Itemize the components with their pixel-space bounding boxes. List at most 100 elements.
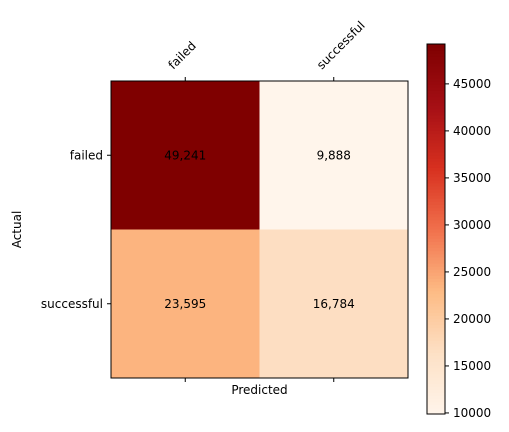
colorbar-gradient-segment — [427, 148, 445, 153]
colorbar-gradient-segment — [427, 336, 445, 341]
colorbar-gradient-segment — [427, 158, 445, 162]
colorbar-gradient-segment — [427, 312, 445, 316]
colorbar-gradient-segment — [427, 343, 445, 347]
colorbar-gradient-segment — [427, 389, 445, 394]
colorbar-gradient-segment — [427, 111, 445, 116]
colorbar-gradient-segment — [427, 306, 445, 310]
colorbar-gradient-segment — [427, 155, 445, 159]
y-tick-label: successful — [41, 297, 103, 311]
colorbar-tick-label: 25000 — [453, 265, 491, 279]
colorbar-tick-label: 45000 — [453, 77, 491, 91]
colorbar-gradient-segment — [427, 262, 445, 267]
colorbar-gradient-segment — [427, 324, 445, 329]
colorbar-gradient-segment — [427, 278, 445, 283]
colorbar-gradient-segment — [427, 114, 445, 119]
colorbar-gradient-segment — [427, 127, 445, 131]
colorbar-gradient-segment — [427, 293, 445, 298]
colorbar-gradient-segment — [427, 346, 445, 350]
colorbar-gradient-segment — [427, 77, 445, 82]
colorbar-gradient-segment — [427, 207, 445, 212]
colorbar-gradient-segment — [427, 53, 445, 57]
colorbar-gradient-segment — [427, 358, 445, 363]
colorbar-gradient-segment — [427, 139, 445, 144]
colorbar-gradient-segment — [427, 275, 445, 279]
colorbar-gradient-segment — [427, 244, 445, 249]
colorbar-gradient-segment — [427, 340, 445, 344]
colorbar-gradient-segment — [427, 71, 445, 76]
colorbar-gradient-segment — [427, 318, 445, 323]
colorbar-gradient-segment — [427, 136, 445, 141]
colorbar-gradient-segment — [427, 247, 445, 252]
heatmap-cell — [111, 229, 260, 378]
colorbar-tick-label: 40000 — [453, 124, 491, 138]
cell-value-label: 16,784 — [313, 297, 355, 311]
colorbar-gradient-segment — [427, 121, 445, 125]
colorbar-gradient-segment — [427, 349, 445, 353]
colorbar-gradient-segment — [427, 309, 445, 313]
colorbar-frame — [426, 43, 446, 415]
colorbar-gradient-segment — [427, 96, 445, 101]
y-axis-title: Actual — [10, 211, 24, 249]
cell-value-label: 49,241 — [164, 148, 206, 162]
colorbar-gradient-segment — [427, 59, 445, 64]
colorbar-gradient-segment — [427, 99, 445, 104]
colorbar-gradient-segment — [427, 321, 445, 326]
colorbar-gradient-segment — [427, 407, 445, 412]
colorbar-gradient-segment — [427, 133, 445, 138]
colorbar-gradient-segment — [427, 219, 445, 224]
colorbar: 10000 15000 20000 25000 30000 35000 40000 45000 — [426, 43, 491, 420]
colorbar-gradient-segment — [427, 235, 445, 239]
colorbar-gradient-segment — [427, 164, 445, 168]
colorbar-gradient-segment — [427, 124, 445, 128]
colorbar-tick-label: 20000 — [453, 312, 491, 326]
colorbar-gradient-segment — [427, 229, 445, 233]
colorbar-gradient-segment — [427, 373, 445, 378]
plot-frame — [110, 80, 409, 379]
colorbar-tick-label: 10000 — [453, 406, 491, 420]
colorbar-gradient-segment — [427, 84, 445, 88]
heatmap-cell — [111, 81, 260, 230]
colorbar-gradient-segment — [427, 232, 445, 236]
colorbar-gradient-segment — [427, 250, 445, 255]
colorbar-gradient-segment — [427, 188, 445, 193]
colorbar-gradient-segment — [427, 404, 445, 409]
colorbar-gradient-segment — [427, 284, 445, 289]
colorbar-gradient-segment — [427, 161, 445, 165]
colorbar-gradient-segment — [427, 377, 445, 381]
colorbar-tick-label: 30000 — [453, 218, 491, 232]
colorbar-gradient-segment — [427, 102, 445, 107]
colorbar-gradient-segment — [427, 272, 445, 276]
colorbar-gradient-segment — [427, 65, 445, 70]
colorbar-gradient-segment — [427, 56, 445, 61]
colorbar-gradient-segment — [427, 333, 445, 338]
colorbar-gradient-segment — [427, 392, 445, 397]
colorbar-gradient-segment — [427, 299, 445, 304]
colorbar-gradient-segment — [427, 105, 445, 110]
colorbar-gradient-segment — [427, 62, 445, 67]
colorbar-tick-label: 15000 — [453, 359, 491, 373]
colorbar-gradient-segment — [427, 256, 445, 261]
colorbar-gradient-segment — [427, 145, 445, 150]
colorbar-gradient-segment — [427, 81, 445, 85]
x-tick-label: failed — [165, 39, 198, 72]
colorbar-gradient-segment — [427, 195, 445, 199]
y-axis-ticks: failed successful — [41, 148, 111, 311]
colorbar-gradient-segment — [427, 47, 445, 51]
colorbar-gradient-segment — [427, 50, 445, 54]
cell-value-label: 9,888 — [317, 148, 351, 162]
colorbar-gradient-segment — [427, 216, 445, 221]
colorbar-gradient-segment — [427, 327, 445, 332]
colorbar-gradient-segment — [427, 315, 445, 320]
colorbar-gradient-segment — [427, 303, 445, 307]
colorbar-gradient-segment — [427, 296, 445, 301]
colorbar-gradient-segment — [427, 90, 445, 94]
colorbar-gradient-segment — [427, 204, 445, 209]
y-tick-label: failed — [70, 148, 103, 162]
colorbar-gradient-segment — [427, 395, 445, 400]
colorbar-gradient-segment — [427, 364, 445, 369]
colorbar-gradient-segment — [427, 253, 445, 258]
colorbar-gradient-segment — [427, 192, 445, 196]
colorbar-gradient-segment — [427, 370, 445, 375]
colorbar-gradient-segment — [427, 380, 445, 384]
colorbar-gradient-segment — [427, 281, 445, 286]
